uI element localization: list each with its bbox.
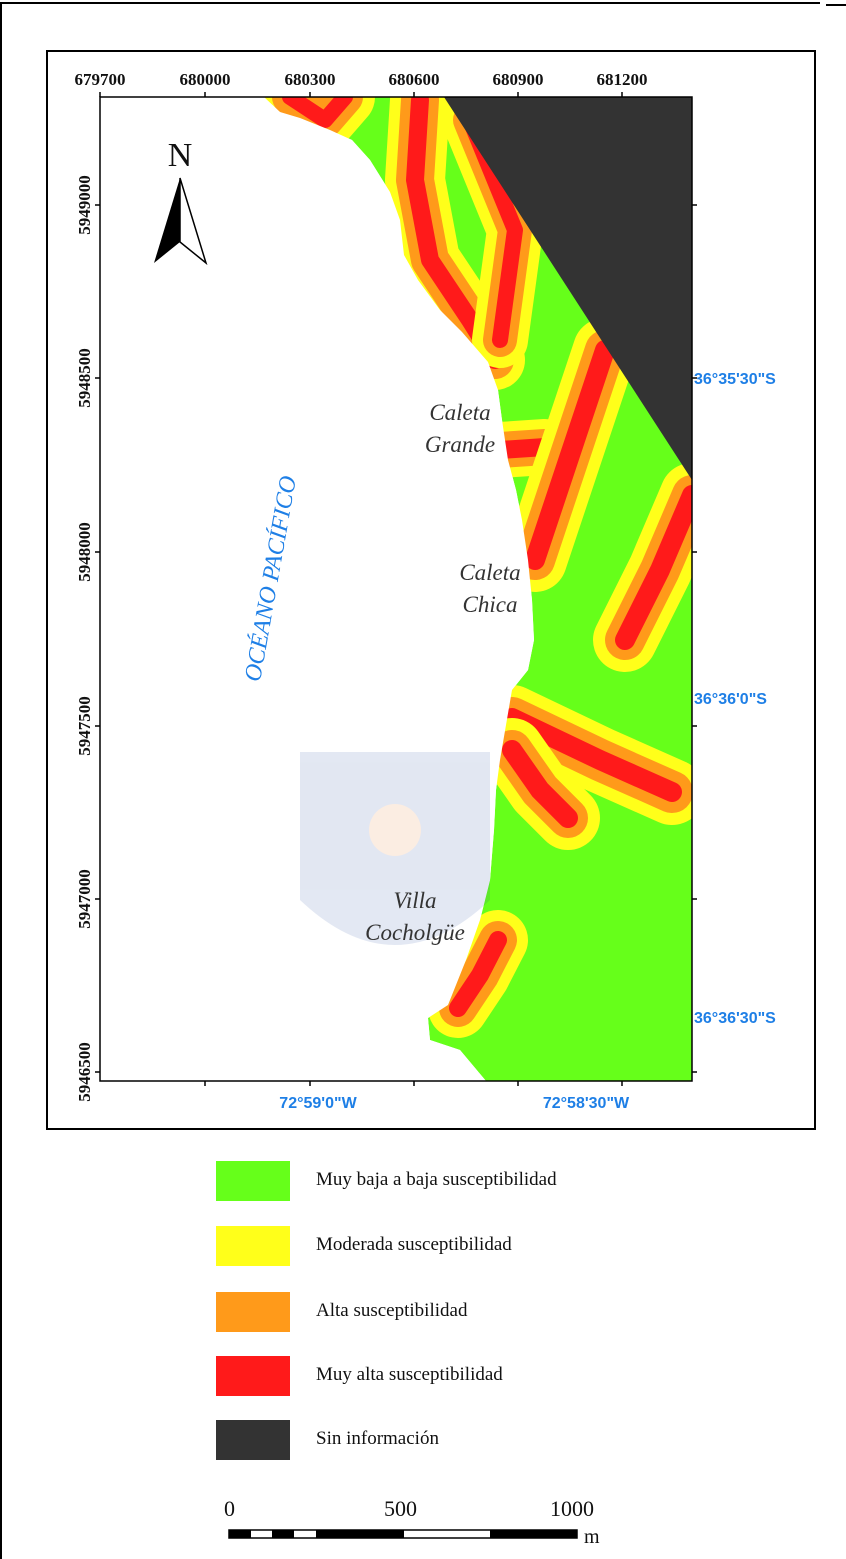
north-arrow-icon — [154, 177, 208, 266]
band-villa-cocholgue — [428, 910, 528, 1038]
legend-label: Moderada susceptibilidad — [316, 1234, 512, 1255]
place-label-line1: Caleta — [429, 400, 490, 425]
university-watermark — [300, 752, 490, 945]
scale-unit: m — [584, 1526, 600, 1548]
page-border-top — [0, 2, 820, 4]
y-axis-labels: 5949000 5948500 5948000 5947500 5947000 … — [75, 175, 94, 1102]
map-content — [100, 97, 692, 1081]
scale-label-1000: 1000 — [550, 1496, 594, 1521]
y-tick-label: 5947500 — [75, 696, 94, 756]
map-frame — [46, 50, 816, 1130]
legend-label: Muy baja a baja susceptibilidad — [316, 1169, 557, 1190]
x-tick-label: 680900 — [493, 70, 544, 89]
latitude-labels: 36°35'30"S 36°36'0"S 36°36'30"S — [694, 371, 776, 1027]
x-tick-label: 680300 — [285, 70, 336, 89]
ocean-area — [100, 97, 534, 1081]
band-north-1 — [260, 97, 375, 150]
band-south — [480, 718, 600, 850]
y-tick-label: 5946500 — [75, 1042, 94, 1102]
legend-swatch — [216, 1226, 290, 1266]
x-tick-label: 680000 — [180, 70, 231, 89]
x-tick-label: 681200 — [597, 70, 648, 89]
latitude-label: 36°36'30"S — [694, 1010, 776, 1027]
latitude-label: 36°35'30"S — [694, 371, 776, 388]
place-labels: Caleta Grande Caleta Chica Villa Cocholg… — [365, 400, 521, 945]
legend-label: Sin información — [316, 1428, 439, 1449]
place-label-line2: Cocholgüe — [365, 920, 465, 945]
y-tick-label: 5949000 — [75, 175, 94, 235]
x-axis-labels: 679700 680000 680300 680600 680900 68120… — [75, 70, 648, 89]
legend-label: Muy alta susceptibilidad — [316, 1364, 503, 1385]
place-label-line1: Caleta — [459, 560, 520, 585]
longitude-label: 72°58'30"W — [543, 1095, 630, 1112]
band-southeast — [479, 685, 692, 825]
legend-label: Alta susceptibilidad — [316, 1300, 468, 1321]
tick-marks — [95, 92, 697, 1086]
data-frame-border — [99, 96, 693, 1082]
page-border-corner — [826, 4, 846, 6]
longitude-label: 72°59'0"W — [279, 1095, 357, 1112]
scale-bar-graphic — [228, 1529, 578, 1539]
y-tick-label: 5948000 — [75, 522, 94, 582]
x-tick-label: 680600 — [389, 70, 440, 89]
x-tick-label: 679700 — [75, 70, 126, 89]
place-label-line2: Chica — [463, 592, 518, 617]
legend-swatch — [216, 1356, 290, 1396]
latitude-label: 36°36'0"S — [694, 691, 767, 708]
susceptibility-bands — [260, 97, 692, 1038]
place-label-line1: Villa — [393, 888, 436, 913]
legend-swatch — [216, 1161, 290, 1201]
legend-swatch — [216, 1292, 290, 1332]
scale-label-500: 500 — [384, 1496, 417, 1521]
legend-swatch — [216, 1420, 290, 1460]
band-caleta-grande — [472, 419, 573, 478]
north-label: N — [168, 137, 193, 174]
place-label-line2: Grande — [425, 432, 495, 457]
y-tick-label: 5948500 — [75, 348, 94, 408]
susceptibility-map: N 679700 680000 680300 680600 680900 681… — [75, 70, 777, 1112]
no-information-area — [444, 97, 692, 480]
band-east — [593, 463, 692, 672]
band-caleta-chica — [503, 318, 637, 592]
longitude-labels: 72°59'0"W 72°58'30"W — [279, 1095, 630, 1112]
page-border-left — [0, 2, 2, 1559]
scale-label-0: 0 — [224, 1496, 235, 1521]
y-tick-label: 5947000 — [75, 869, 94, 929]
